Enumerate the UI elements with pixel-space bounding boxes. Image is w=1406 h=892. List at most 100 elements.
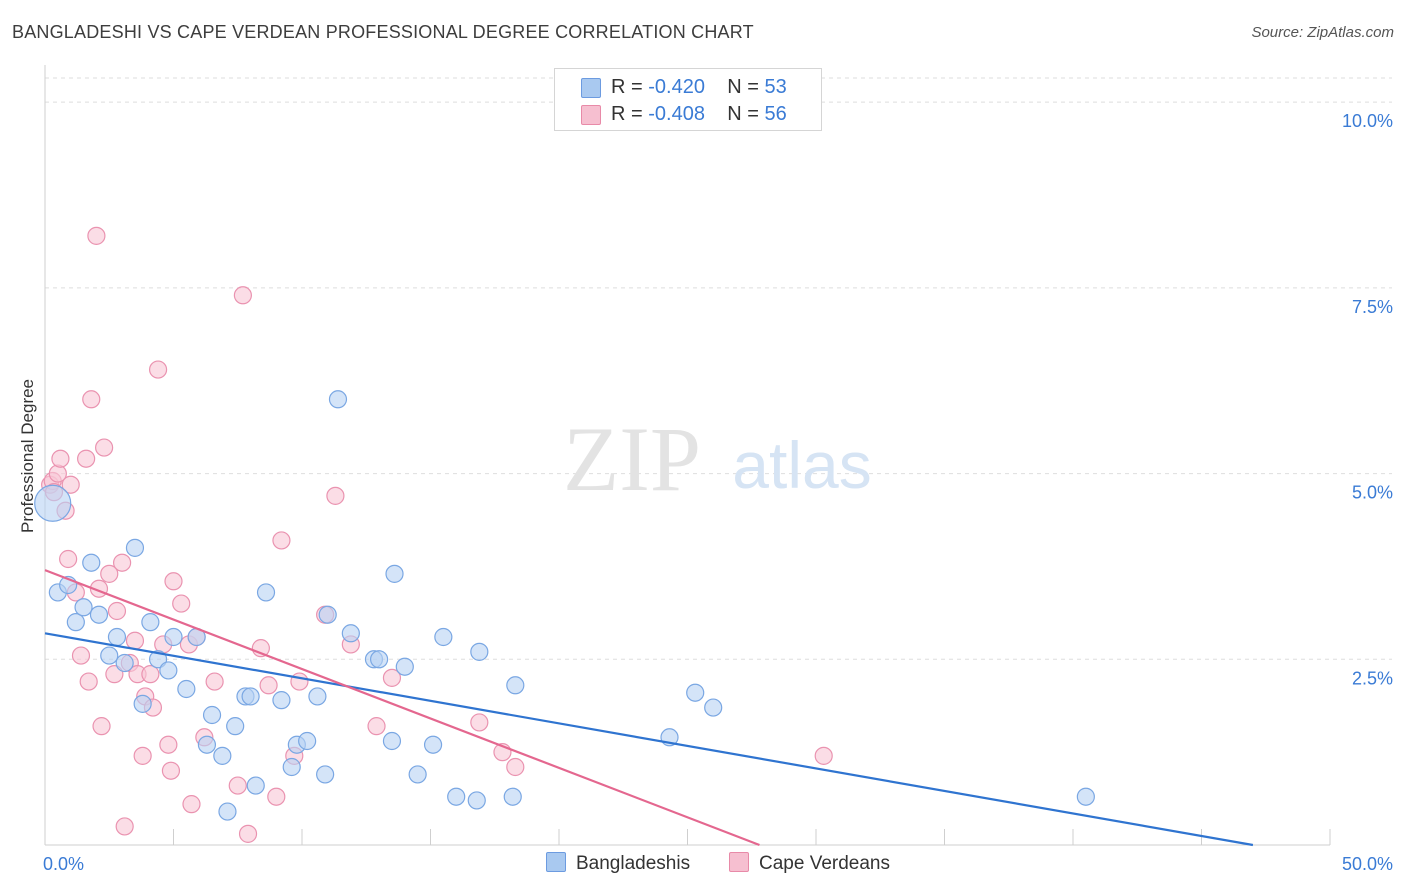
point-cape-verdean <box>100 564 119 583</box>
tick-labels: 2.5% 5.0% 7.5% 10.0% 0.0% 50.0% <box>43 111 1393 874</box>
point-cape-verdean <box>367 717 386 736</box>
point-bangladeshi <box>506 676 525 695</box>
point-bangladeshi <box>423 735 443 754</box>
point-bangladeshi <box>467 791 486 810</box>
point-bangladeshi <box>395 657 414 676</box>
point-cape-verdean <box>105 665 124 684</box>
point-cape-verdean <box>814 746 833 765</box>
point-bangladeshi <box>1076 787 1095 806</box>
y-tick-label: 7.5% <box>1352 297 1393 317</box>
point-cape-verdean <box>182 795 201 814</box>
point-bangladeshi <box>148 650 168 669</box>
point-bangladeshi <box>686 683 705 702</box>
point-bangladeshi <box>385 564 404 583</box>
legend-swatch-pink <box>729 852 749 872</box>
point-bangladeshi <box>107 627 127 647</box>
point-bangladeshi <box>177 679 196 699</box>
point-cape-verdean <box>382 668 402 687</box>
legend-item-bangladeshis[interactable]: Bangladeshis <box>546 852 690 875</box>
point-bangladeshi <box>282 757 301 777</box>
point-bangladeshi <box>341 624 360 643</box>
legend-item-cape-verdeans[interactable]: Cape Verdeans <box>729 852 890 875</box>
point-bangladeshi <box>470 642 489 661</box>
stats-n-label: N = <box>727 76 759 98</box>
point-bangladeshi <box>308 687 327 706</box>
point-cape-verdean <box>228 776 247 795</box>
y-tick-label: 5.0% <box>1352 483 1393 503</box>
point-cape-verdean <box>164 572 183 591</box>
trend-lines <box>44 569 1254 847</box>
point-bangladeshi <box>328 390 348 409</box>
point-bangladeshi <box>66 613 85 632</box>
point-bangladeshi <box>704 698 723 717</box>
point-bangladeshi <box>272 691 291 710</box>
point-bangladeshi <box>100 646 119 665</box>
axes <box>44 65 1331 846</box>
point-cape-verdean <box>92 717 111 736</box>
point-cape-verdean <box>95 438 114 457</box>
point-bangladeshi <box>202 705 222 725</box>
point-bangladeshi <box>197 735 217 754</box>
point-cape-verdean <box>506 757 525 777</box>
point-bangladeshi <box>370 650 389 669</box>
stats-n-label: N = <box>727 103 759 125</box>
point-cape-verdean <box>272 531 291 550</box>
watermark-atlas: atlas <box>732 428 871 502</box>
point-cape-verdean <box>148 360 168 379</box>
point-bangladeshi <box>318 605 337 624</box>
point-cape-verdean <box>259 676 278 695</box>
y-tick-label: 10.0% <box>1342 111 1393 131</box>
grid-lines <box>45 77 1392 660</box>
stats-r-label: R = <box>611 103 643 125</box>
chart-title: BANGLADESHI VS CAPE VERDEAN PROFESSIONAL… <box>12 22 754 42</box>
point-bangladeshi <box>226 717 245 736</box>
source-label: Source: ZipAtlas.com <box>1251 24 1394 41</box>
point-bangladeshi <box>89 605 109 624</box>
point-bangladeshi <box>382 731 402 751</box>
point-bangladeshi <box>241 687 260 706</box>
point-cape-verdean <box>205 672 224 691</box>
point-bangladeshi <box>159 661 178 680</box>
legend-label: Bangladeshis <box>576 853 691 874</box>
point-cape-verdean <box>87 226 106 245</box>
stats-legend: R = -0.420 N = 53 R = -0.408 N = 56 <box>554 68 822 131</box>
point-cape-verdean <box>133 746 152 765</box>
point-bangladeshi <box>256 583 276 602</box>
point-cape-verdean <box>172 594 191 613</box>
point-bangladeshi <box>246 776 265 795</box>
point-cape-verdean <box>326 486 345 505</box>
point-bangladeshi <box>164 627 183 647</box>
point-bangladeshi <box>125 538 145 557</box>
watermark-zip: ZIP <box>563 408 701 510</box>
point-cape-verdean <box>141 665 160 684</box>
x-tick-label-min: 0.0% <box>43 854 84 874</box>
point-cape-verdean <box>233 286 252 305</box>
trend-line-bangladeshis <box>44 632 1254 847</box>
point-cape-verdean <box>112 553 132 572</box>
point-cape-verdean <box>107 601 127 621</box>
point-cape-verdean <box>290 672 309 691</box>
stats-r-value: -0.408 <box>648 103 705 125</box>
point-bangladeshi <box>503 787 522 806</box>
legend-label: Cape Verdeans <box>759 853 890 874</box>
point-cape-verdean <box>79 672 98 691</box>
legend-swatch-blue <box>546 852 566 872</box>
stats-n-value: 53 <box>764 76 787 98</box>
point-cape-verdean <box>238 824 258 843</box>
point-cape-verdean <box>115 817 134 836</box>
point-bangladeshi <box>82 553 101 572</box>
stats-n-value: 56 <box>764 103 787 125</box>
point-cape-verdean <box>71 646 91 665</box>
y-tick-label: 2.5% <box>1352 668 1393 688</box>
point-bangladeshi <box>434 627 453 647</box>
stats-r-value: -0.420 <box>648 76 705 98</box>
stats-r-label: R = <box>611 76 643 98</box>
point-bangladeshi <box>218 802 237 821</box>
point-bangladeshi <box>213 746 232 765</box>
series-bangladeshis <box>34 390 1095 821</box>
point-cape-verdean <box>61 475 80 494</box>
point-bangladeshi <box>408 765 427 784</box>
point-cape-verdean <box>51 449 70 468</box>
point-cape-verdean <box>125 631 145 650</box>
